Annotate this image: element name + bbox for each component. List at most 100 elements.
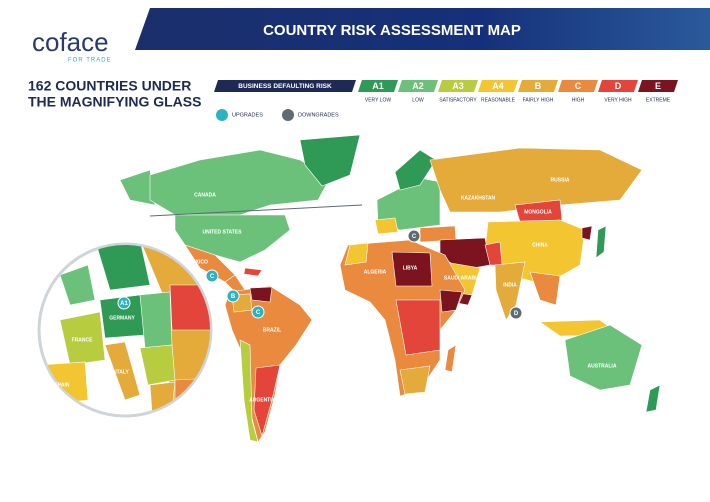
marker-label: D	[514, 311, 519, 317]
country-label: UNITED STATES	[203, 229, 243, 235]
country	[59, 311, 106, 366]
country	[529, 271, 561, 306]
country	[94, 245, 151, 291]
marker-dot	[226, 289, 240, 303]
marker-label: C	[412, 234, 417, 240]
header-title: COUNTRY RISK ASSESSMENT MAP	[263, 22, 521, 39]
legend-label: EXTREME	[646, 97, 671, 103]
legend-code: C	[575, 81, 582, 91]
legend-swatch	[398, 80, 438, 92]
country	[391, 251, 433, 287]
legend-swatch	[518, 80, 558, 92]
country	[399, 365, 431, 395]
change-swatch	[216, 109, 228, 121]
legend-label: VERY HIGH	[604, 97, 632, 103]
country-label: MONGOLIA	[524, 209, 552, 215]
country-label: GERMANY	[109, 315, 135, 321]
marker-label: C	[256, 310, 261, 316]
country-label: AUSTRALIA	[588, 363, 617, 369]
legend-code: A1	[372, 81, 384, 91]
country-label: SAUDI ARABIA	[444, 275, 481, 281]
logo-tagline: FOR TRADE	[68, 58, 112, 64]
country-label: MEXICO	[188, 259, 208, 265]
change-label: UPGRADES	[232, 112, 263, 118]
subtitle: THE MAGNIFYING GLASS	[28, 94, 201, 110]
country	[119, 169, 156, 206]
legend-code: A2	[412, 81, 424, 91]
country	[299, 134, 361, 187]
world-map	[119, 134, 661, 443]
country	[149, 149, 331, 216]
legend-code: E	[655, 81, 661, 91]
marker-dot	[509, 306, 523, 320]
lens-line	[149, 204, 363, 217]
legend-code: A4	[492, 81, 504, 91]
country-label: ITALY	[115, 369, 129, 375]
country-label: RUSSIA	[551, 177, 570, 183]
legend-label: HIGH	[572, 97, 585, 103]
legend-swatch	[478, 80, 518, 92]
marker-label: A1	[120, 301, 128, 307]
country	[253, 364, 281, 438]
marker-dot	[205, 269, 219, 283]
legend-label: REASONABLE	[481, 97, 516, 103]
marker-label: B	[231, 294, 236, 300]
country-label: BRAZIL	[263, 327, 281, 333]
legend-swatch	[558, 80, 598, 92]
country	[395, 299, 441, 356]
legend-swatch	[438, 80, 478, 92]
legend-heading: BUSINESS DEFAULTING RISK	[238, 83, 332, 90]
legend-code: A3	[452, 81, 464, 91]
header-banner	[135, 8, 710, 50]
marker-dot	[251, 305, 265, 319]
country	[444, 344, 457, 373]
legend-swatch	[638, 80, 678, 92]
country-label: ARGENTINA	[249, 397, 279, 403]
country	[243, 267, 263, 277]
country	[59, 264, 96, 306]
country	[394, 149, 437, 191]
legend-label: LOW	[412, 97, 424, 103]
legend-code: B	[535, 81, 542, 91]
legend-label: FAIRLY HIGH	[523, 97, 554, 103]
subtitle: 162 COUNTRIES UNDER	[28, 78, 191, 94]
marker-label: C	[210, 274, 215, 280]
legend-label: VERY LOW	[365, 97, 391, 103]
legend-swatch	[598, 80, 638, 92]
change-label: DOWNGRADES	[298, 112, 339, 118]
map-labels: CANADA UNITED STATES MEXICO BRAZIL ARGENTINA…	[55, 177, 617, 403]
marker-dot	[117, 296, 131, 310]
legend: A1 VERY LOW A2 LOW A3 SATISFACTORY A4 REASONABL…	[358, 80, 678, 103]
country	[439, 289, 463, 313]
country	[429, 147, 643, 213]
country	[344, 242, 369, 266]
country	[564, 324, 643, 391]
country	[224, 285, 313, 443]
country	[595, 225, 607, 259]
country-label: INDIA	[503, 282, 517, 288]
country	[374, 217, 399, 235]
country-label: FRANCE	[72, 337, 93, 343]
country-label: SPAIN	[55, 382, 70, 388]
legend-code: D	[615, 81, 622, 91]
country-label: CANADA	[194, 192, 216, 198]
country	[514, 199, 563, 223]
country-label: LIBYA	[403, 265, 418, 271]
marker-dot	[407, 229, 421, 243]
country	[581, 225, 593, 241]
country-label: KAZAKHSTAN	[461, 195, 496, 201]
country	[645, 384, 661, 413]
country	[139, 291, 173, 349]
country	[249, 286, 273, 303]
change-legend: UPGRADES DOWNGRADES	[216, 109, 339, 121]
logo: coface	[32, 27, 109, 57]
country	[239, 339, 259, 443]
legend-heading-bg	[214, 80, 356, 92]
change-swatch	[282, 109, 294, 121]
rating-markers: C B C A1 C D	[117, 229, 523, 320]
legend-swatch	[358, 80, 398, 92]
country-label: ALGERIA	[364, 269, 387, 275]
country	[174, 214, 291, 263]
country-label: CHINA	[532, 242, 548, 248]
